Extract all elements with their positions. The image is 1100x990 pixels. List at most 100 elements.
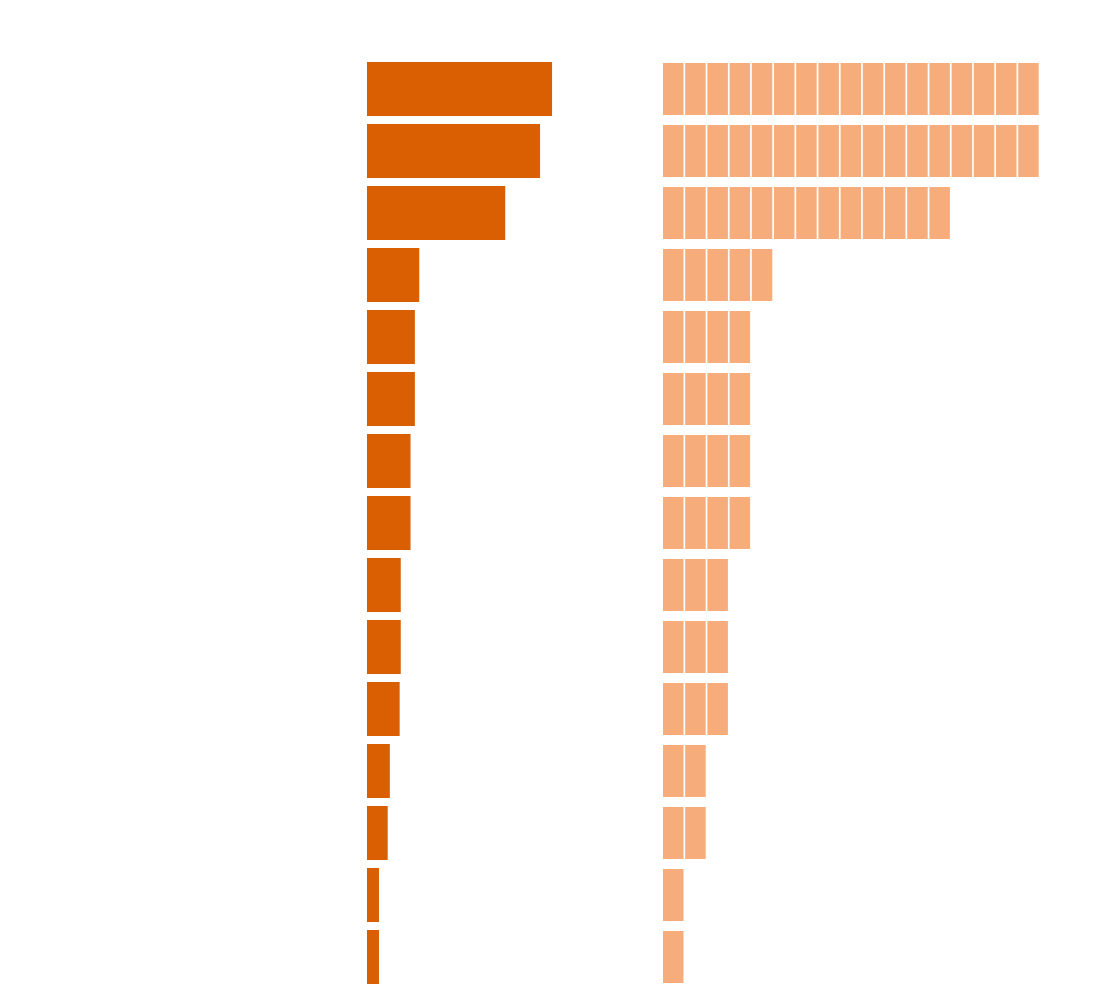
unit-block	[907, 125, 928, 177]
unit-block	[663, 559, 684, 611]
unit-block	[862, 63, 884, 115]
unit-block	[685, 621, 706, 673]
unit-block	[707, 125, 728, 177]
unit-block	[663, 807, 684, 859]
bar	[367, 310, 415, 364]
unit-block	[685, 311, 706, 363]
unit-block	[663, 187, 684, 239]
unit-block	[996, 125, 1017, 177]
unit-block	[729, 125, 751, 177]
unit-block	[663, 683, 684, 735]
unit-block	[663, 869, 684, 921]
unit-row	[663, 125, 1039, 177]
unit-row	[663, 807, 706, 859]
unit-block	[663, 249, 684, 301]
unit-row	[663, 497, 751, 549]
unit-block	[796, 187, 817, 239]
bar	[367, 620, 401, 674]
unit-block	[685, 373, 706, 425]
unit-block	[707, 187, 728, 239]
unit-block	[663, 63, 684, 115]
unit-block	[663, 125, 684, 177]
unit-row	[663, 931, 684, 983]
unit-row	[663, 621, 728, 673]
unit-block	[663, 621, 684, 673]
unit-block	[685, 683, 706, 735]
unit-block	[685, 435, 706, 487]
unit-block	[729, 63, 751, 115]
bar	[367, 558, 401, 612]
unit-block	[885, 125, 906, 177]
unit-row	[663, 869, 684, 921]
unit-row	[663, 187, 950, 239]
unit-row	[663, 63, 1039, 115]
unit-block	[996, 63, 1017, 115]
unit-block	[685, 807, 706, 859]
unit-block	[973, 63, 995, 115]
unit-block	[707, 249, 728, 301]
bar	[367, 186, 506, 240]
unit-block	[685, 249, 706, 301]
unit-block	[818, 187, 839, 239]
bar	[367, 372, 415, 426]
unit-block	[796, 63, 817, 115]
unit-block	[907, 63, 928, 115]
unit-block	[929, 187, 950, 239]
unit-block	[973, 125, 995, 177]
unit-block	[1018, 63, 1039, 115]
unit-block	[663, 745, 684, 797]
unit-block	[729, 311, 751, 363]
unit-block	[885, 63, 906, 115]
unit-block	[729, 497, 751, 549]
unit-block	[707, 373, 728, 425]
bar	[367, 682, 400, 736]
unit-block	[796, 125, 817, 177]
unit-block	[663, 497, 684, 549]
unit-block	[663, 373, 684, 425]
unit-block	[707, 683, 728, 735]
bar	[367, 496, 411, 550]
unit-block	[685, 559, 706, 611]
unit-block	[862, 187, 884, 239]
bar	[367, 930, 379, 984]
unit-block	[663, 311, 684, 363]
unit-block	[729, 187, 751, 239]
unit-row	[663, 249, 773, 301]
unit-block	[707, 311, 728, 363]
unit-block	[774, 187, 795, 239]
unit-block	[1018, 125, 1039, 177]
unit-row	[663, 435, 751, 487]
unit-block	[929, 63, 950, 115]
unit-block	[840, 125, 862, 177]
unit-block	[685, 187, 706, 239]
bar	[367, 744, 390, 798]
bar	[367, 248, 420, 302]
unit-block	[751, 187, 773, 239]
unit-block	[729, 373, 751, 425]
unit-block	[774, 63, 795, 115]
unit-block	[818, 63, 839, 115]
unit-block	[663, 435, 684, 487]
unit-block	[885, 187, 906, 239]
unit-block	[774, 125, 795, 177]
unit-block	[685, 125, 706, 177]
unit-block	[818, 125, 839, 177]
unit-block	[707, 63, 728, 115]
unit-block	[951, 63, 973, 115]
unit-block	[685, 745, 706, 797]
unit-block	[729, 249, 751, 301]
unit-block	[907, 187, 928, 239]
unit-row	[663, 745, 706, 797]
unit-block	[707, 621, 728, 673]
unit-block	[707, 559, 728, 611]
unit-block	[751, 125, 773, 177]
unit-block	[707, 435, 728, 487]
bar	[367, 806, 388, 860]
unit-row	[663, 559, 728, 611]
unit-row	[663, 373, 751, 425]
unit-block	[951, 125, 973, 177]
unit-block	[663, 931, 684, 983]
bar	[367, 868, 379, 922]
unit-row	[663, 311, 751, 363]
